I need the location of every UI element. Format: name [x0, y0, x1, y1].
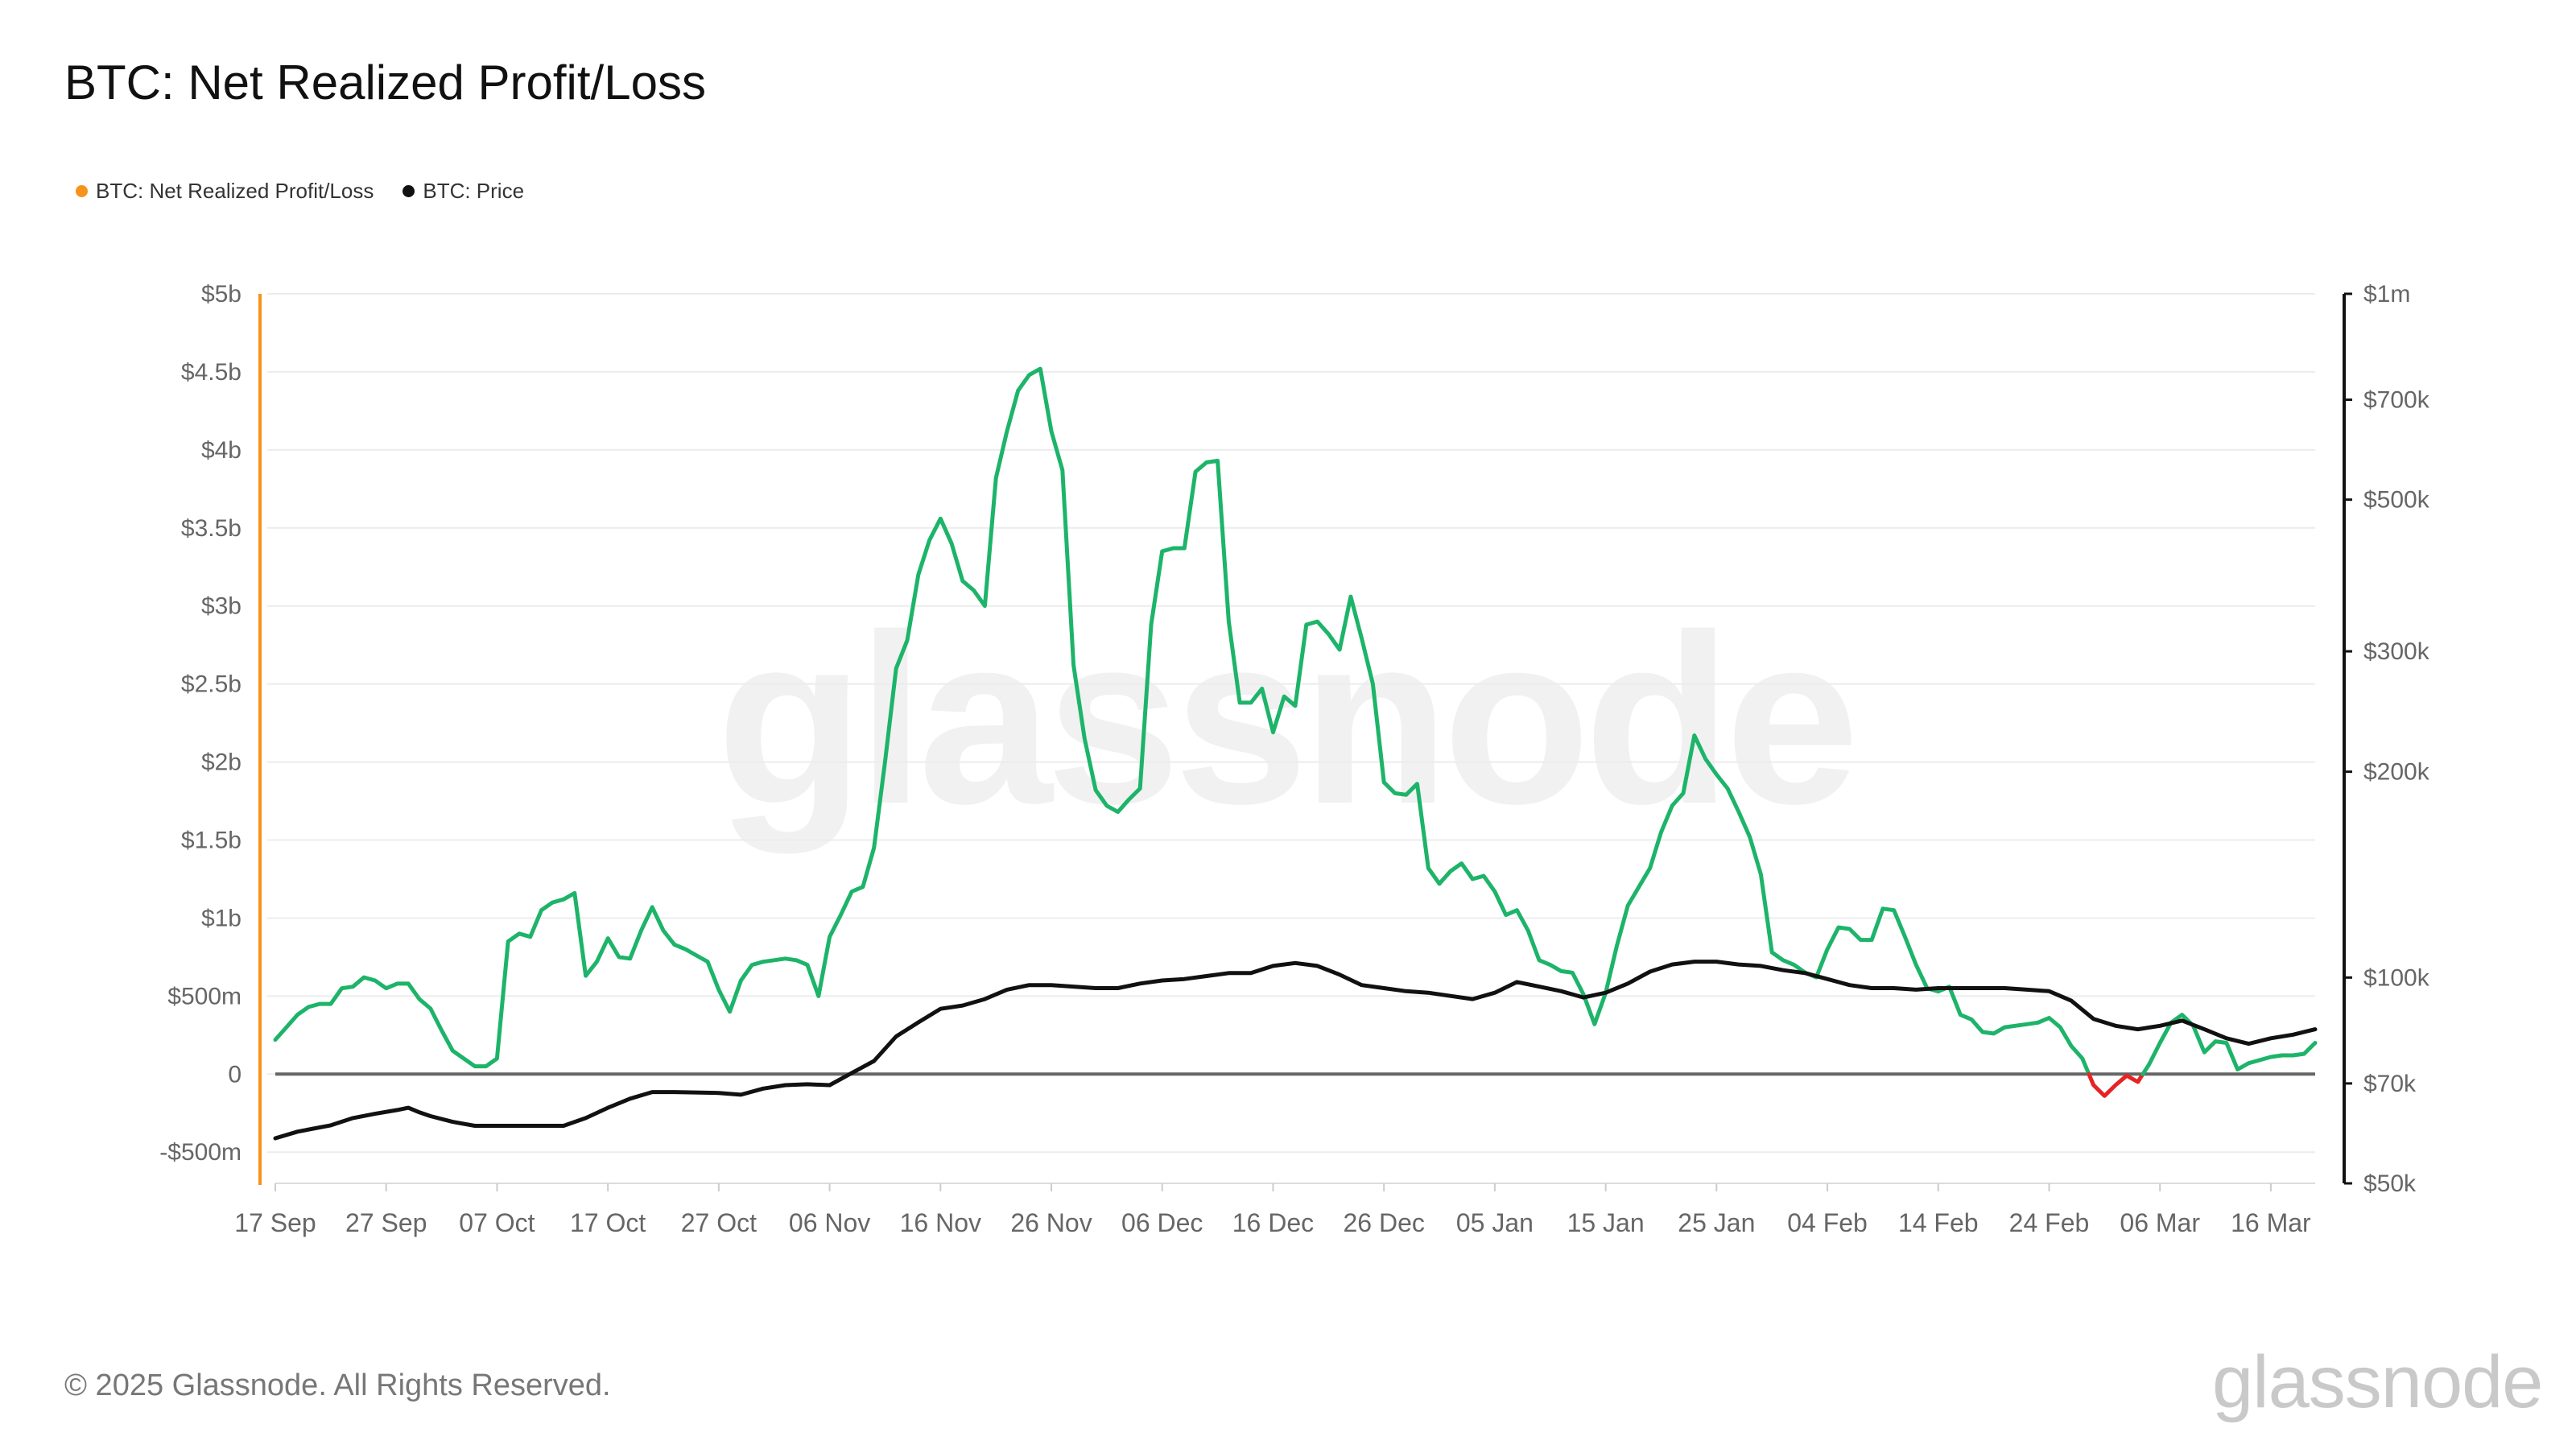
brand-logo: glassnode	[2212, 1341, 2543, 1423]
x-tick-label: 27 Oct	[681, 1208, 757, 1237]
x-tick-label: 26 Nov	[1010, 1208, 1092, 1237]
x-tick-label: 16 Mar	[2231, 1208, 2311, 1237]
right-tick-label: $700k	[2363, 387, 2430, 414]
left-tick-label: $5b	[201, 281, 242, 308]
right-tick-label: $70k	[2363, 1071, 2417, 1097]
left-axis-ticks: -$500m 0 $500m $1b $1.5b $2b $2.5b $3b $3.5b $4b $…	[159, 281, 262, 1185]
legend-dot-nrpl	[76, 185, 88, 197]
x-tick-label: 06 Nov	[789, 1208, 870, 1237]
nrpl-profit-line	[273, 366, 2091, 1076]
x-tick-label: 06 Mar	[2120, 1208, 2200, 1237]
left-tick-label: $3.5b	[181, 515, 242, 542]
x-tick-label: 17 Sep	[234, 1208, 316, 1237]
right-axis-ticks: $50k $70k $100k $200k $300k $500k $700k $1m	[2343, 281, 2430, 1197]
legend-label-nrpl: BTC: Net Realized Profit/Loss	[96, 179, 374, 203]
x-tick-label: 15 Jan	[1567, 1208, 1645, 1237]
left-tick-label: -$500m	[159, 1139, 242, 1166]
right-tick-label: $50k	[2363, 1170, 2417, 1197]
left-tick-label: $4.5b	[181, 359, 242, 386]
x-tick-label: 04 Feb	[1787, 1208, 1868, 1237]
x-tick-label: 24 Feb	[2009, 1208, 2090, 1237]
left-tick-label: $1b	[201, 905, 242, 931]
left-tick-label: $1.5b	[181, 828, 242, 854]
x-tick-label: 16 Nov	[900, 1208, 981, 1237]
legend-item-nrpl[interactable]: BTC: Net Realized Profit/Loss	[76, 179, 374, 204]
series-group	[273, 366, 2318, 1141]
nrpl-loss-line	[2087, 1071, 2145, 1098]
page-title: BTC: Net Realized Profit/Loss	[64, 56, 706, 109]
right-tick-label: $500k	[2363, 487, 2430, 514]
x-tick-label: 06 Dec	[1121, 1208, 1203, 1237]
left-tick-label: $4b	[201, 437, 242, 464]
price-line	[273, 960, 2318, 1141]
x-tick-label: 27 Sep	[345, 1208, 427, 1237]
right-tick-label: $1m	[2363, 281, 2410, 308]
grid-lines	[267, 293, 2315, 1154]
x-tick-label: 07 Oct	[459, 1208, 535, 1237]
right-tick-label: $200k	[2363, 759, 2430, 786]
legend-dot-price	[402, 185, 415, 197]
x-axis-ticks: 17 Sep 27 Sep 07 Oct 17 Oct 27 Oct 06 Nov 16 N…	[234, 1183, 2315, 1237]
left-tick-label: $2b	[201, 749, 242, 776]
left-tick-label: $2.5b	[181, 671, 242, 698]
left-tick-label: 0	[228, 1061, 242, 1088]
nrpl-profit-line	[2140, 1013, 2318, 1076]
left-tick-label: $3b	[201, 593, 242, 620]
x-tick-label: 25 Jan	[1678, 1208, 1755, 1237]
right-tick-label: $100k	[2363, 964, 2430, 991]
x-tick-label: 26 Dec	[1343, 1208, 1424, 1237]
x-tick-label: 05 Jan	[1456, 1208, 1534, 1237]
x-tick-label: 17 Oct	[570, 1208, 646, 1237]
copyright-footer: © 2025 Glassnode. All Rights Reserved.	[64, 1368, 611, 1402]
legend-label-price: BTC: Price	[423, 179, 525, 203]
legend: BTC: Net Realized Profit/Loss BTC: Price	[76, 179, 524, 204]
legend-item-price[interactable]: BTC: Price	[402, 179, 524, 204]
x-tick-label: 16 Dec	[1232, 1208, 1314, 1237]
left-tick-label: $500m	[167, 983, 242, 1009]
x-tick-label: 14 Feb	[1898, 1208, 1979, 1237]
right-tick-label: $300k	[2363, 638, 2430, 665]
